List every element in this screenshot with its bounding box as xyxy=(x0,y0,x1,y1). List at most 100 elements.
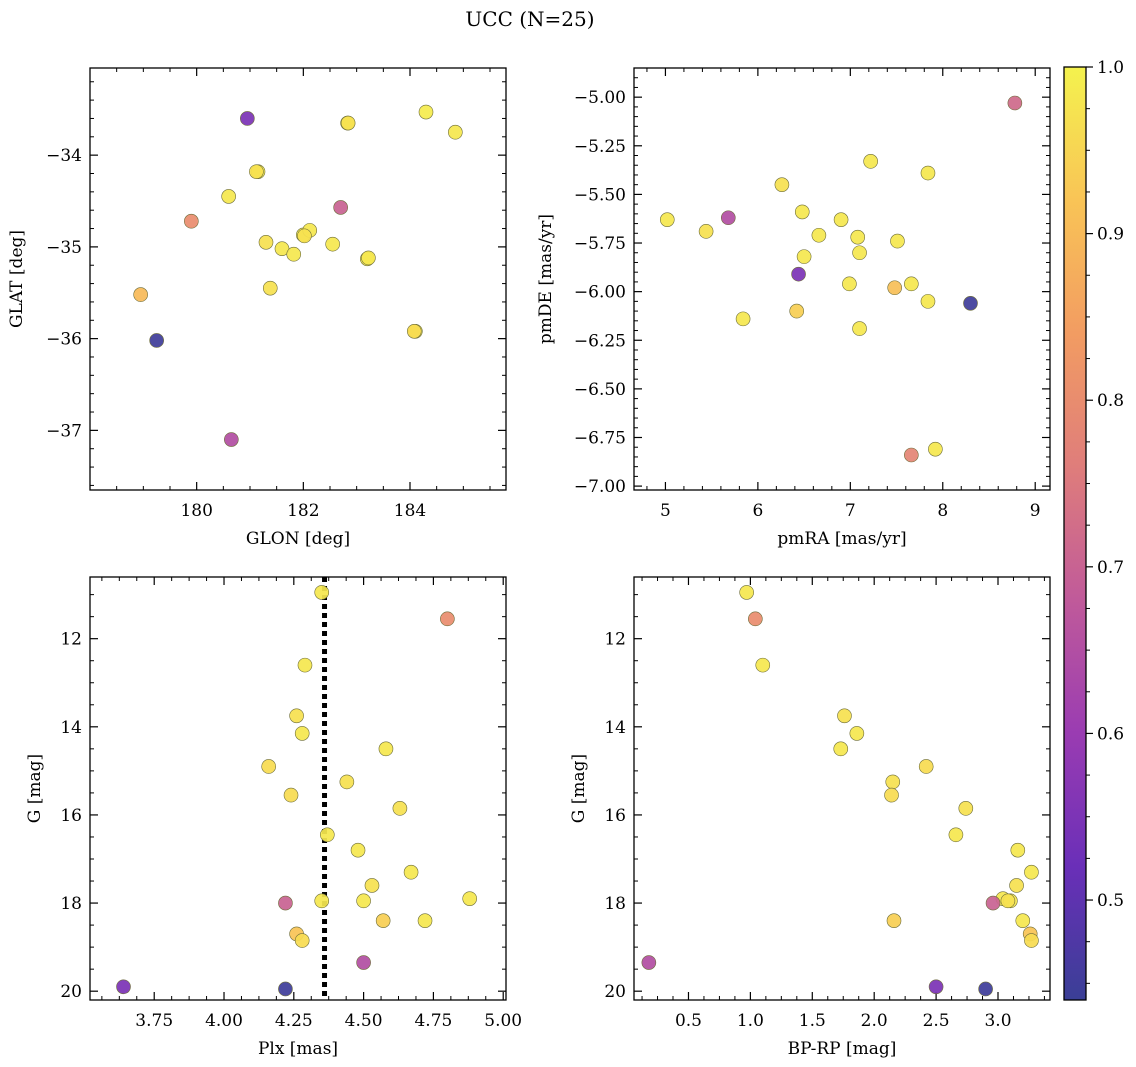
y-tick-label: −6.00 xyxy=(574,283,626,303)
data-point xyxy=(748,611,763,627)
x-tick-label: 6 xyxy=(752,501,763,521)
data-point xyxy=(258,235,274,250)
data-point xyxy=(850,229,866,245)
data-point xyxy=(333,200,348,215)
data-point xyxy=(794,204,810,220)
axes-frame xyxy=(89,576,507,1001)
data-point xyxy=(852,245,867,261)
data-point xyxy=(963,296,978,311)
data-point xyxy=(1024,933,1039,948)
colorbar-tick-label: 0.5 xyxy=(1097,891,1124,911)
data-point xyxy=(440,611,455,627)
data-point xyxy=(904,276,919,292)
x-axis-label: BP-RP [mag] xyxy=(788,1039,897,1059)
data-point xyxy=(842,276,857,292)
data-point xyxy=(928,441,943,457)
data-point xyxy=(659,212,675,227)
data-point xyxy=(885,774,901,790)
y-tick-label: −5.00 xyxy=(574,88,626,108)
data-point xyxy=(890,233,905,249)
data-point xyxy=(886,913,902,928)
x-tick-label: 2.5 xyxy=(923,1011,950,1031)
colorbar-tick-label: 0.9 xyxy=(1097,225,1124,245)
data-point xyxy=(278,981,293,997)
y-tick-label: −5.50 xyxy=(574,185,626,205)
data-point xyxy=(837,708,852,724)
data-point xyxy=(286,246,302,262)
data-point xyxy=(1000,893,1016,909)
data-point xyxy=(406,323,422,339)
data-point xyxy=(641,955,657,970)
x-tick-label: 3.0 xyxy=(984,1011,1011,1031)
data-point xyxy=(356,893,371,909)
y-tick-label: 14 xyxy=(604,718,626,738)
y-axis-label: G [mag] xyxy=(25,754,45,823)
data-point xyxy=(918,759,934,774)
x-tick-label: 5 xyxy=(660,501,671,521)
data-point xyxy=(789,303,805,319)
x-tick-label: 4.00 xyxy=(205,1011,243,1031)
data-point xyxy=(361,250,376,266)
data-point xyxy=(796,249,812,264)
data-point xyxy=(375,913,391,928)
data-point xyxy=(417,913,433,928)
data-point xyxy=(262,280,278,296)
data-point xyxy=(978,981,993,997)
x-tick-label: 2.0 xyxy=(861,1011,888,1031)
colorbar-tick-label: 1.0 xyxy=(1097,58,1124,78)
data-point xyxy=(297,657,313,673)
data-point xyxy=(833,212,849,227)
data-point xyxy=(884,787,899,803)
data-point xyxy=(224,432,239,447)
data-point xyxy=(863,154,878,169)
data-point xyxy=(811,227,827,243)
x-tick-label: 180 xyxy=(180,501,212,521)
data-point xyxy=(133,287,148,302)
panel-3: 3.75 4.00 4.25 4.50 4.75 5.00 12 14 16 18 20 Plx [m… xyxy=(25,576,522,1059)
data-point xyxy=(1007,95,1023,111)
data-point xyxy=(325,236,340,252)
y-tick-label: 16 xyxy=(60,806,82,826)
data-point xyxy=(698,224,714,239)
y-tick-label: −35 xyxy=(46,238,82,258)
x-tick-label: 182 xyxy=(287,501,319,521)
data-point xyxy=(314,893,330,909)
data-point xyxy=(356,955,371,970)
x-tick-label: 0.5 xyxy=(675,1011,702,1031)
y-tick-label: 20 xyxy=(604,982,626,1002)
x-axis-label: Plx [mas] xyxy=(258,1039,338,1059)
y-tick-label: −36 xyxy=(46,330,82,350)
axes-frame xyxy=(633,576,1051,1001)
data-point xyxy=(403,864,419,880)
x-tick-label: 4.25 xyxy=(275,1011,313,1031)
data-point xyxy=(149,333,164,348)
colorbar-tick-label: 0.6 xyxy=(1097,724,1124,744)
y-tick-label: −5.75 xyxy=(574,234,626,254)
colorbar: 0.5 0.6 0.7 0.8 0.9 1.0 xyxy=(1063,58,1124,1001)
x-tick-label: 5.00 xyxy=(484,1011,522,1031)
data-point xyxy=(1009,878,1024,893)
y-tick-label: 18 xyxy=(604,894,626,914)
data-point xyxy=(1010,842,1026,858)
y-tick-label: −6.50 xyxy=(574,380,626,400)
data-point xyxy=(221,189,236,204)
panel-4: 0.5 1.0 1.5 2.0 2.5 3.0 12 14 16 18 20 BP-RP [mag] G… xyxy=(569,576,1051,1059)
data-point xyxy=(418,104,434,120)
y-tick-label: 12 xyxy=(604,630,626,650)
y-tick-label: −34 xyxy=(46,146,82,166)
data-point xyxy=(928,979,944,995)
y-tick-label: 18 xyxy=(60,894,82,914)
data-point xyxy=(314,585,330,600)
data-point xyxy=(849,726,865,741)
y-tick-label: 12 xyxy=(60,630,82,650)
y-axis-label: GLAT [deg] xyxy=(7,230,27,328)
data-point xyxy=(791,266,806,282)
x-tick-label: 1.0 xyxy=(737,1011,764,1031)
data-point xyxy=(278,895,293,911)
x-tick-label: 4.50 xyxy=(345,1011,383,1031)
y-tick-label: 16 xyxy=(604,806,626,826)
x-tick-label: 9 xyxy=(1030,501,1041,521)
data-point xyxy=(774,177,790,192)
y-tick-label: −6.75 xyxy=(574,428,626,448)
